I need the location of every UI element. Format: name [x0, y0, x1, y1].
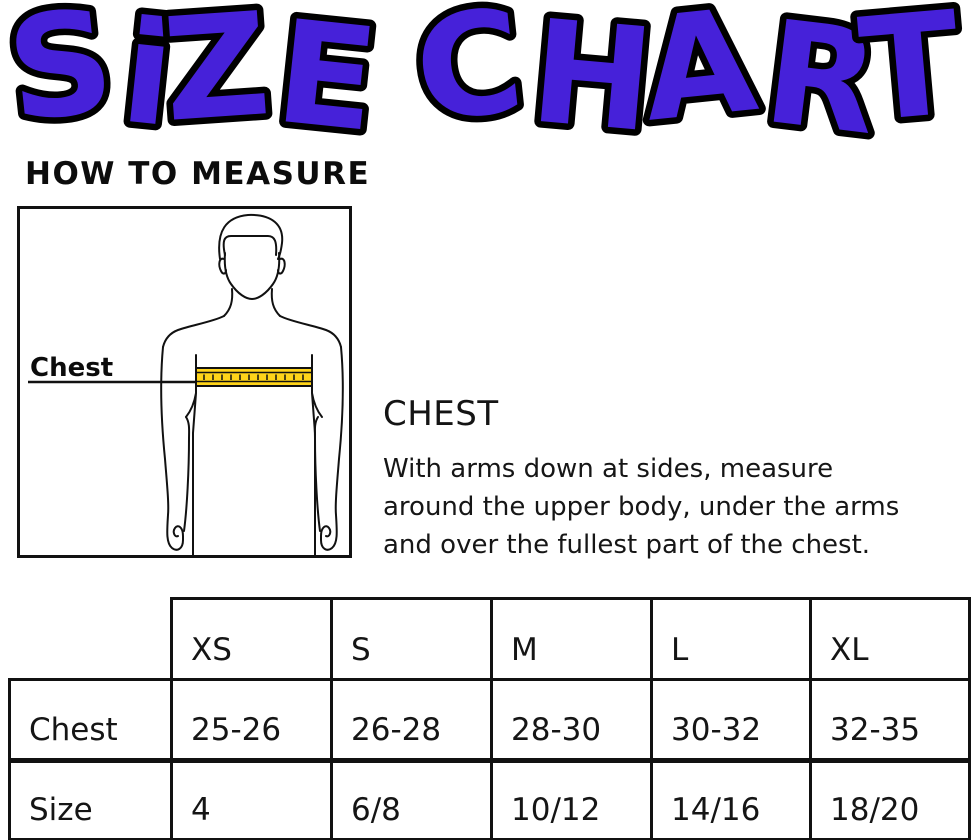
measurement-figure-box: Chest: [17, 206, 352, 558]
chest-description-line: around the upper body, under the arms: [383, 492, 900, 522]
shoulder-left: [162, 315, 225, 348]
column-header-xs: XS: [170, 597, 333, 681]
chest-value-s: 26-28: [330, 678, 493, 762]
table-row-chest: Chest 25-26 26-28 28-30 30-32 32-35: [8, 678, 971, 762]
shoulder-right: [279, 315, 342, 348]
chest-value-m: 28-30: [490, 678, 653, 762]
left-arm-inner: [183, 416, 191, 532]
measuring-tape: [195, 367, 313, 387]
size-value-m: 10/12: [490, 758, 653, 840]
size-table: XS S M L XL Chest 25-26 26-28 28-30 30-3…: [8, 597, 971, 840]
chest-line-left: [185, 354, 197, 555]
tape-tick-marks: [203, 374, 304, 380]
chest-heading: CHEST: [383, 394, 499, 434]
chest-value-xs: 25-26: [170, 678, 333, 762]
face-outline: [223, 252, 281, 300]
size-value-l: 14/16: [650, 758, 812, 840]
chest-line-right: [311, 354, 323, 555]
size-value-xs: 4: [170, 758, 333, 840]
chest-description: With arms down at sides, measure around …: [383, 450, 943, 564]
size-table-header-row: XS S M L XL: [9, 597, 971, 681]
page-title: SiZE CHART: [0, 0, 966, 167]
chest-info-block: CHEST With arms down at sides, measure a…: [383, 394, 943, 564]
size-value-s: 6/8: [330, 758, 493, 840]
tape-edge-lines: [196, 371, 312, 383]
neck-left: [223, 288, 234, 317]
right-ear: [277, 257, 286, 275]
how-to-measure-heading: HOW TO MEASURE: [25, 156, 371, 192]
chest-label: Chest: [30, 353, 113, 383]
column-header-xl: XL: [809, 597, 971, 681]
chest-description-line: With arms down at sides, measure: [383, 454, 834, 484]
row-label-chest: Chest: [8, 678, 173, 762]
hair-outline: [218, 213, 284, 260]
chest-value-l: 30-32: [650, 678, 812, 762]
table-corner-cell: [9, 598, 172, 680]
column-header-m: M: [490, 597, 653, 681]
column-header-s: S: [330, 597, 493, 681]
left-ear: [218, 257, 227, 275]
title-banner: SiZE CHART: [0, 0, 973, 174]
table-row-size: Size 4 6/8 10/12 14/16 18/20: [8, 758, 971, 840]
column-header-l: L: [650, 597, 812, 681]
size-value-xl: 18/20: [809, 758, 971, 840]
chest-value-xl: 32-35: [809, 678, 971, 762]
chest-description-line: and over the fullest part of the chest.: [383, 530, 871, 560]
right-arm-outer: [320, 346, 344, 551]
hair-fringe: [222, 235, 278, 256]
body-diagram: Chest: [28, 213, 344, 555]
row-label-size: Size: [8, 758, 173, 840]
neck-right: [270, 288, 281, 317]
left-arm-outer: [160, 346, 184, 551]
